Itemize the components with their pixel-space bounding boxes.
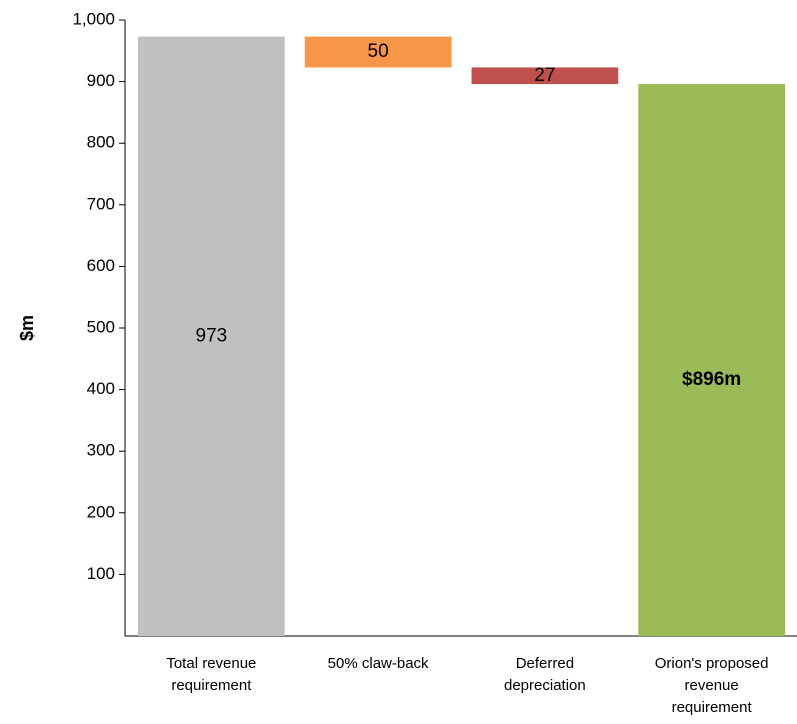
y-tick-label: 200 — [87, 502, 115, 521]
x-category-label: depreciation — [504, 677, 586, 694]
y-ticks: 100 200 300 400 500 600 700 800 900 1,000 — [72, 9, 125, 583]
y-tick-label: 800 — [87, 133, 115, 152]
y-tick-label: 900 — [87, 71, 115, 90]
x-category-label: requirement — [171, 677, 252, 694]
bar — [638, 84, 785, 636]
x-category-label: revenue — [685, 677, 739, 694]
y-axis-title: $m — [17, 315, 37, 341]
y-tick-label: 600 — [87, 256, 115, 275]
y-tick-label: 400 — [87, 379, 115, 398]
bar-value-label: 50 — [368, 41, 389, 62]
x-category-label: Total revenue — [166, 655, 256, 672]
bar-labels: 973 50 27 $896m — [196, 41, 742, 390]
bar-value-label: 27 — [534, 65, 555, 86]
bar — [471, 67, 619, 85]
y-tick-label: 300 — [87, 441, 115, 460]
x-category-label: Orion's proposed — [655, 655, 769, 672]
y-tick-label: 1,000 — [72, 9, 115, 28]
x-category-label: Deferred — [516, 655, 574, 672]
y-axis: 100 200 300 400 500 600 700 800 900 1,000 $m — [17, 9, 797, 637]
bars — [138, 36, 785, 636]
category-labels: Total revenue requirement 50% claw-back Def… — [166, 655, 768, 716]
bar — [304, 36, 452, 68]
y-tick-label: 500 — [87, 317, 115, 336]
y-tick-label: 100 — [87, 564, 115, 583]
y-tick-label: 700 — [87, 194, 115, 213]
bar-value-label: 973 — [196, 325, 228, 346]
bar-value-label: $896m — [682, 369, 741, 390]
x-category-label: 50% claw-back — [328, 655, 429, 672]
bar — [138, 36, 285, 636]
x-category-label: requirement — [672, 699, 753, 716]
